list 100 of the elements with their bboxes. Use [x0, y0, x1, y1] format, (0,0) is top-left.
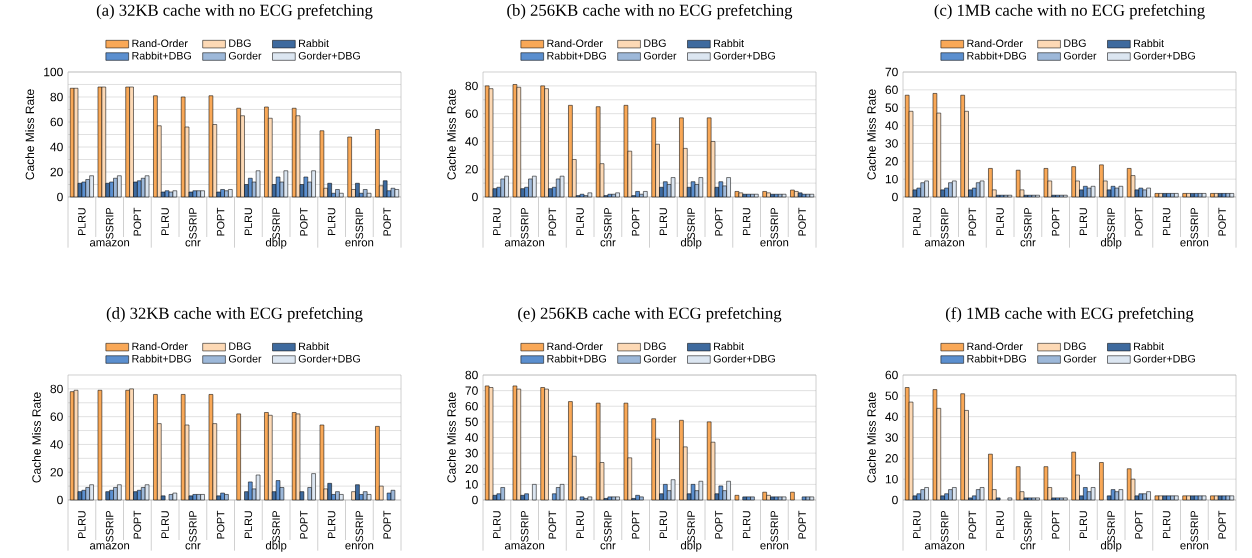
bar [1063, 497, 1068, 501]
bar [516, 87, 522, 198]
bar [196, 494, 201, 501]
bar [663, 181, 668, 198]
bar [390, 187, 396, 198]
bar [488, 88, 494, 198]
bar [327, 483, 332, 501]
bar [375, 129, 380, 198]
bar [568, 401, 573, 501]
bar [1182, 495, 1187, 501]
x-tick-label: SSRIP [189, 510, 197, 542]
bar [1118, 186, 1124, 198]
bar [960, 94, 965, 198]
legend-label: Gorder+DBG [1133, 354, 1195, 363]
bar [1225, 495, 1231, 501]
bar [363, 491, 368, 501]
bar [311, 170, 316, 198]
bar [774, 193, 779, 198]
bar [750, 193, 755, 198]
bar [228, 189, 233, 198]
bar [524, 493, 529, 501]
bar [643, 191, 648, 198]
y-tick-label: 40 [885, 121, 898, 130]
bar [1087, 491, 1092, 501]
bar [196, 190, 201, 198]
bar [89, 484, 94, 501]
bar [924, 487, 929, 501]
text: enron [345, 543, 374, 550]
bar [718, 485, 724, 501]
text: cnr [1020, 543, 1036, 550]
bar [1015, 169, 1021, 198]
bar [1170, 495, 1175, 501]
bar [1138, 493, 1144, 501]
bar [164, 190, 170, 198]
bar [339, 494, 344, 501]
bar [750, 496, 755, 501]
bar [920, 182, 925, 198]
y-tick-label: 0 [892, 192, 898, 202]
text: enron [1180, 543, 1209, 550]
bar [512, 84, 518, 198]
x-tick-label: POPT [133, 207, 142, 236]
y-tick-label: 50 [885, 391, 898, 401]
legend-label: Rand-Order [967, 39, 1023, 48]
bar [153, 95, 158, 198]
x-tick-label: POPT [715, 510, 723, 539]
x-tick-label: POPT [715, 207, 723, 236]
bar [283, 170, 289, 198]
bar [615, 496, 620, 501]
bar [125, 86, 130, 198]
x-tick-label: SSRIP [687, 207, 695, 239]
x-tick-label: PLRU [1162, 208, 1171, 235]
legend-label: Rabbit+DBG [967, 51, 1026, 60]
bar [579, 193, 585, 198]
bar [311, 473, 316, 501]
text: dblp [680, 541, 702, 552]
x-tick-label: SSRIP [1024, 207, 1032, 239]
bar [726, 177, 731, 198]
x-tick-label: SSRIP [272, 510, 280, 542]
bar [1229, 193, 1235, 198]
bar [208, 95, 214, 198]
x-tick-label: POPT [548, 510, 557, 539]
y-axis-title: Cache Miss Rate [866, 89, 876, 180]
bar [363, 189, 368, 198]
legend-label: Rand-Order [967, 342, 1023, 351]
y-tick-label: 0 [57, 192, 63, 202]
bar [335, 491, 340, 501]
legend-label: Gorder [643, 51, 677, 60]
bar [916, 493, 922, 501]
bar [1194, 495, 1199, 501]
bar [540, 387, 545, 501]
text: enron [760, 240, 789, 247]
x-tick-label: POPT [300, 207, 308, 236]
bar [248, 481, 253, 501]
bar [386, 492, 392, 501]
text: enron [1180, 240, 1209, 247]
legend-label: Rabbit+DBG [547, 51, 606, 60]
bar [125, 390, 130, 501]
x-tick-label: PLRU [78, 511, 86, 538]
bar [754, 193, 759, 198]
legend-label: DBG [229, 342, 251, 350]
bar [113, 177, 118, 198]
y-tick-label: 80 [465, 81, 478, 91]
bar [587, 192, 593, 198]
bar [355, 182, 360, 198]
x-tick-label: SSRIP [770, 510, 779, 542]
text: cnr [1020, 240, 1036, 247]
bar [1225, 193, 1231, 198]
bar [1182, 193, 1187, 198]
bar [1114, 491, 1120, 501]
y-tick-label: 10 [885, 174, 898, 184]
x-tick-label: SSRIP [1190, 207, 1199, 239]
bar [224, 494, 229, 501]
bar [607, 496, 613, 501]
x-tick-label: POPT [548, 207, 557, 236]
x-tick-label: POPT [383, 510, 391, 539]
bar [81, 181, 87, 198]
bar [117, 484, 122, 501]
bar [85, 179, 90, 198]
x-tick-label: SSRIP [520, 510, 529, 542]
y-tick-label: 80 [50, 92, 63, 102]
